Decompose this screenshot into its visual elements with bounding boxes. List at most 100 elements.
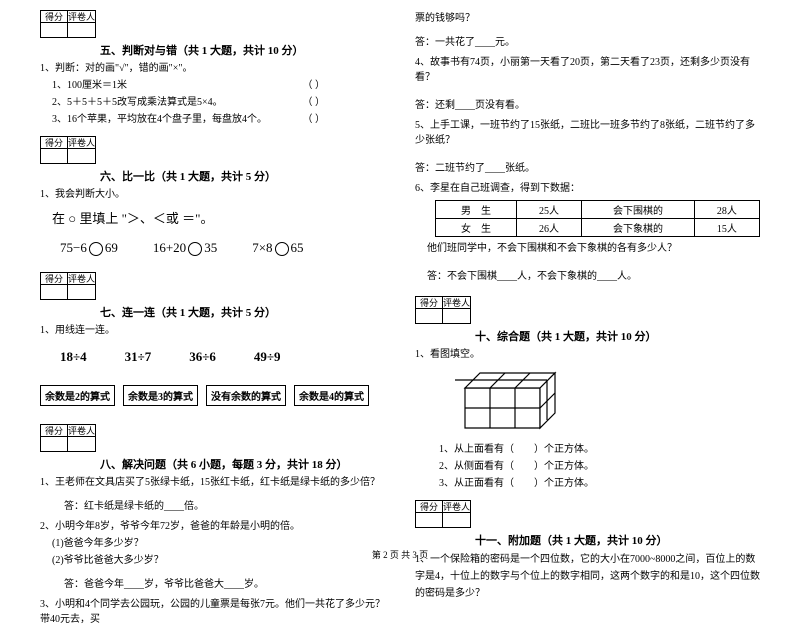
q8-6b: 他们班同学中，不会下围棋和不会下象棋的各有多少人？ — [427, 241, 760, 256]
compare-row: 75−669 16+2035 7×865 — [40, 240, 385, 256]
table-cell: 28人 — [694, 201, 759, 219]
circle-icon — [275, 242, 289, 256]
grader-cell: 评卷人 — [68, 10, 96, 38]
div-item: 31÷7 — [125, 349, 152, 365]
paren: （ ） — [303, 78, 326, 93]
div-item: 49÷9 — [254, 349, 281, 365]
grader-cell: 评卷人 — [68, 272, 96, 300]
table-cell: 会下围棋的 — [582, 201, 695, 219]
grader-label: 评卷人 — [68, 11, 95, 23]
grader-cell: 评卷人 — [68, 136, 96, 164]
answer-8-5: 答：二班节约了____张纸。 — [415, 159, 760, 174]
grader-label: 评卷人 — [443, 501, 470, 513]
q8-1: 1、王老师在文具店买了5张绿卡纸，15张红卡纸，红卡纸是绿卡纸的多少倍？ — [40, 475, 385, 490]
q5-item: 2、5＋5＋5＋5改写成乘法算式是5×4。 （ ） — [52, 95, 385, 110]
grader-label: 评卷人 — [68, 273, 95, 285]
score-label: 得分 — [41, 137, 67, 149]
remainder-tag: 余数是2的算式 — [40, 385, 115, 406]
q5-item: 3、16个苹果，平均放在4个盘子里，每盘放4个。 （ ） — [52, 112, 385, 127]
section-11-title: 十一、附加题（共 1 大题，共计 10 分） — [475, 532, 760, 548]
grader-cell: 评卷人 — [68, 424, 96, 452]
cube-svg-icon — [455, 368, 565, 433]
remainder-tag: 余数是3的算式 — [123, 385, 198, 406]
table-cell: 会下象棋的 — [582, 219, 695, 237]
table-cell: 15人 — [694, 219, 759, 237]
answer-8-6: 答：不会下围棋____人，不会下象棋的____人。 — [427, 267, 760, 282]
score-cell: 得分 — [40, 272, 68, 300]
section-5-title: 五、判断对与错（共 1 大题，共计 10 分） — [100, 42, 385, 58]
item-text: 2、5＋5＋5＋5改写成乘法算式是5×4。 — [52, 97, 223, 108]
score-label: 得分 — [41, 425, 67, 437]
item-text: 3、16个苹果，平均放在4个盘子里，每盘放4个。 — [52, 114, 267, 125]
cmp-item: 16+2035 — [153, 240, 217, 256]
q8-3-cont: 票的钱够吗？ — [415, 11, 760, 26]
answer-8-4: 答：还剩____页没有看。 — [415, 96, 760, 111]
div-item: 18÷4 — [60, 349, 87, 365]
section-6-title: 六、比一比（共 1 大题，共计 5 分） — [100, 168, 385, 184]
q5-item: 1、100厘米＝1米 （ ） — [52, 78, 385, 93]
grader-cell: 评卷人 — [443, 500, 471, 528]
q8-4: 4、故事书有74页，小丽第一天看了20页，第二天看了23页，还剩多少页没有看？ — [415, 55, 760, 85]
table-row: 男 生 25人 会下围棋的 28人 — [436, 201, 760, 219]
survey-table: 男 生 25人 会下围棋的 28人 女 生 26人 会下象棋的 15人 — [435, 200, 760, 237]
section-7-title: 七、连一连（共 1 大题，共计 5 分） — [100, 304, 385, 320]
score-label: 得分 — [41, 11, 67, 23]
paren: （ ） — [303, 95, 326, 110]
div-item: 36÷6 — [189, 349, 216, 365]
score-label: 得分 — [416, 297, 442, 309]
left-column: 得分 评卷人 五、判断对与错（共 1 大题，共计 10 分） 1、判断：对的画"… — [40, 10, 385, 525]
page-footer: 第 2 页 共 3 页 — [0, 548, 800, 561]
grader-label: 评卷人 — [68, 425, 95, 437]
score-box-8: 得分 评卷人 — [40, 424, 385, 452]
q6-1: 1、我会判断大小。 — [40, 187, 385, 202]
score-box-7: 得分 评卷人 — [40, 272, 385, 300]
q10-1: 1、看图填空。 — [415, 347, 760, 362]
q8-3: 3、小明和4个同学去公园玩，公园的儿童票是每张7元。他们一共花了多少元？带40元… — [40, 597, 385, 627]
item-text: 1、100厘米＝1米 — [52, 80, 127, 91]
cmp-item: 75−669 — [60, 240, 118, 256]
q8-6: 6、李星在自己班调查，得到下数据： — [415, 181, 760, 196]
section-8-title: 八、解决问题（共 6 小题，每题 3 分，共计 18 分） — [100, 456, 385, 472]
section-10-title: 十、综合题（共 1 大题，共计 10 分） — [475, 328, 760, 344]
table-row: 女 生 26人 会下象棋的 15人 — [436, 219, 760, 237]
right-column: 票的钱够吗？ 答：一共花了____元。 4、故事书有74页，小丽第一天看了20页… — [415, 10, 760, 525]
division-row: 18÷4 31÷7 36÷6 49÷9 — [40, 349, 385, 365]
tag-row: 余数是2的算式 余数是3的算式 没有余数的算式 余数是4的算式 — [40, 385, 385, 406]
cmp-item: 7×865 — [252, 240, 303, 256]
score-cell: 得分 — [415, 296, 443, 324]
circle-icon — [188, 242, 202, 256]
score-box-5: 得分 评卷人 — [40, 10, 385, 38]
circle-icon — [89, 242, 103, 256]
score-cell: 得分 — [415, 500, 443, 528]
score-box-11: 得分 评卷人 — [415, 500, 760, 528]
cube-diagram — [455, 368, 760, 436]
remainder-tag: 没有余数的算式 — [206, 385, 286, 406]
grader-label: 评卷人 — [443, 297, 470, 309]
answer-8-3: 答：一共花了____元。 — [415, 33, 760, 48]
table-cell: 25人 — [517, 201, 582, 219]
remainder-tag: 余数是4的算式 — [294, 385, 369, 406]
score-label: 得分 — [41, 273, 67, 285]
q10-item: 2、从侧面看有（ ）个正方体。 — [439, 459, 760, 474]
score-cell: 得分 — [40, 424, 68, 452]
grader-cell: 评卷人 — [443, 296, 471, 324]
score-label: 得分 — [416, 501, 442, 513]
table-cell: 26人 — [517, 219, 582, 237]
fill-instruction: 在 ○ 里填上 "＞、＜或 ＝"。 — [52, 208, 385, 227]
paren: （ ） — [303, 112, 326, 127]
score-box-10: 得分 评卷人 — [415, 296, 760, 324]
answer-8-2: 答：爸爸今年____岁，爷爷比爸爸大____岁。 — [64, 575, 385, 590]
grader-label: 评卷人 — [68, 137, 95, 149]
q10-item: 3、从正面看有（ ）个正方体。 — [439, 476, 760, 491]
q7-1: 1、用线连一连。 — [40, 323, 385, 338]
q5-1: 1、判断：对的画"√"，错的画"×"。 — [40, 61, 385, 76]
score-box-6: 得分 评卷人 — [40, 136, 385, 164]
q8-2: 2、小明今年8岁，爷爷今年72岁，爸爸的年龄是小明的倍。 — [40, 519, 385, 534]
table-cell: 男 生 — [436, 201, 517, 219]
answer-8-1: 答：红卡纸是绿卡纸的____倍。 — [64, 497, 385, 512]
score-cell: 得分 — [40, 10, 68, 38]
q8-5: 5、上手工课，一班节约了15张纸，二班比一班多节约了8张纸，二班节约了多少张纸？ — [415, 118, 760, 148]
page-container: 得分 评卷人 五、判断对与错（共 1 大题，共计 10 分） 1、判断：对的画"… — [0, 0, 800, 540]
q10-item: 1、从上面看有（ ）个正方体。 — [439, 442, 760, 457]
table-cell: 女 生 — [436, 219, 517, 237]
